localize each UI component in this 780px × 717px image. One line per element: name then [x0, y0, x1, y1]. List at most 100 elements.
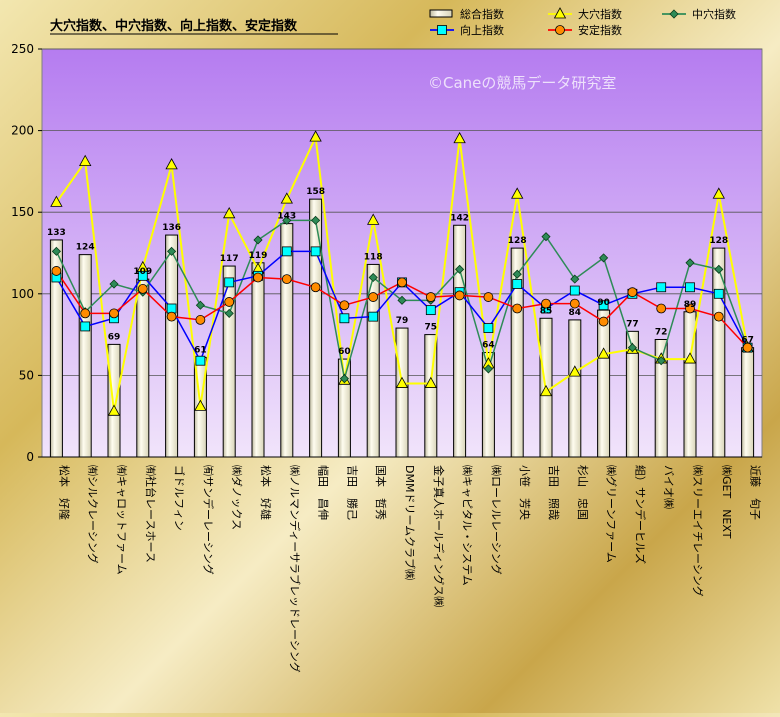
circle-marker: [425, 292, 436, 302]
diamond-marker: [599, 253, 609, 263]
diamond-marker: [224, 308, 234, 318]
circle-marker: [281, 274, 292, 285]
category-label: 杉山 忠国: [576, 465, 590, 520]
triangle-marker: [395, 376, 409, 388]
bar-value-label: 119: [249, 251, 268, 261]
diamond-marker: [253, 235, 263, 245]
bar-value-label: 136: [162, 223, 181, 233]
diamond-marker: [368, 272, 378, 283]
bar: [78, 254, 92, 458]
category-label: ㈱GET NEXT: [720, 465, 733, 539]
square-marker: [685, 282, 695, 293]
y-tick-label: 250: [11, 42, 34, 56]
circle-marker: [310, 282, 321, 293]
triangle-marker: [553, 7, 567, 19]
bar: [741, 347, 755, 458]
diamond-marker: [339, 374, 349, 384]
diamond-marker: [397, 295, 407, 305]
watermark: ©Caneの競馬データ研究室: [428, 74, 616, 92]
square-marker: [80, 321, 91, 332]
circle-marker: [713, 311, 724, 322]
circle-marker: [656, 303, 667, 314]
category-label: バイオ㈱: [662, 465, 675, 509]
y-tick-label: 0: [26, 450, 34, 464]
bar-value-label: 79: [396, 316, 409, 326]
category-label: ㈱ローレルレーシング: [489, 465, 503, 575]
square-marker: [425, 305, 436, 316]
square-marker: [137, 270, 148, 281]
square-marker: [368, 311, 379, 322]
legend-label: 大穴指数: [578, 7, 622, 21]
square-marker: [195, 355, 206, 366]
category-label: 小笹 芳央: [518, 465, 532, 520]
category-label: 松本 好雄: [259, 465, 273, 520]
bar: [165, 234, 179, 458]
category-label: ㈱キャピタル・システム: [461, 465, 474, 586]
square-marker: [310, 246, 321, 257]
bar-value-label: 118: [364, 252, 383, 262]
y-axis: 0 50 100 150 200 250: [11, 42, 42, 464]
bar: [280, 223, 294, 458]
category-label: 吉田 照哉: [547, 465, 561, 520]
bar-value-label: 61: [194, 345, 207, 355]
circle-marker: [339, 300, 350, 311]
triangle-marker: [367, 213, 380, 225]
bar-value-label: 60: [338, 347, 351, 357]
category-label: ㈱グリーンファーム: [605, 465, 619, 563]
bar: [309, 198, 323, 458]
diamond-marker: [656, 356, 666, 366]
chart-title: 大穴指数、中穴指数、向上指数、安定指数: [50, 18, 298, 34]
triangle-marker: [165, 158, 178, 170]
bar: [568, 319, 582, 458]
diamond-marker: [541, 232, 551, 242]
legend-label: 向上指数: [460, 23, 504, 37]
category-label: ㈲シルクレーシング: [86, 465, 100, 564]
square-marker: [437, 25, 447, 35]
legend-label: 安定指数: [578, 23, 622, 37]
diamond-marker: [685, 258, 695, 268]
circle-marker: [742, 342, 753, 353]
bar: [136, 278, 150, 458]
bar-value-label: 128: [709, 236, 728, 246]
diamond-marker: [669, 9, 679, 19]
category-label: 吉田 勝己: [345, 465, 359, 520]
triangle-marker: [309, 130, 322, 142]
category-label: 幅田 昌伸: [317, 465, 330, 520]
circle-marker: [51, 266, 62, 276]
category-label: 近藤 旬子: [749, 465, 762, 520]
diamond-marker: [627, 343, 637, 353]
diamond-marker: [311, 215, 321, 225]
category-label: DMMドリームクラブ㈱: [403, 465, 417, 580]
circle-marker: [555, 25, 565, 35]
category-label: 金子真人ホールディングス㈱: [432, 465, 446, 607]
diamond-marker: [109, 279, 119, 289]
y-tick-label: 150: [11, 205, 34, 219]
category-label: 松本 好隆: [57, 465, 71, 520]
triangle-marker: [712, 187, 725, 199]
square-marker: [281, 246, 292, 257]
diamond-marker: [714, 264, 724, 274]
category-label: ㈱ダノックス: [230, 465, 244, 530]
bar-value-label: 84: [569, 308, 582, 318]
bar-value-label: 143: [277, 212, 296, 222]
square-marker: [224, 277, 235, 288]
diamond-marker: [167, 246, 177, 256]
x-axis: 松本 好隆 ㈲シルクレーシング ㈲キャロットファーム ㈲社台レースホース ゴドルフィン㈲…: [42, 456, 762, 673]
bar-value-label: 69: [108, 332, 121, 342]
category-label: 国本 哲秀: [374, 465, 388, 520]
circle-marker: [569, 298, 580, 309]
circle-marker: [137, 284, 148, 294]
diamond-marker: [512, 269, 522, 279]
circle-marker: [541, 298, 551, 309]
bar: [395, 327, 409, 458]
triangle-marker: [280, 192, 293, 204]
square-marker: [166, 303, 177, 314]
bars-group: [49, 198, 755, 458]
bar: [453, 224, 467, 458]
triangle-marker: [511, 187, 524, 199]
circle-marker: [109, 308, 119, 319]
circle-marker: [483, 292, 494, 302]
square-marker: [713, 288, 724, 299]
diamond-marker: [195, 300, 205, 310]
triangle-marker: [79, 154, 92, 167]
